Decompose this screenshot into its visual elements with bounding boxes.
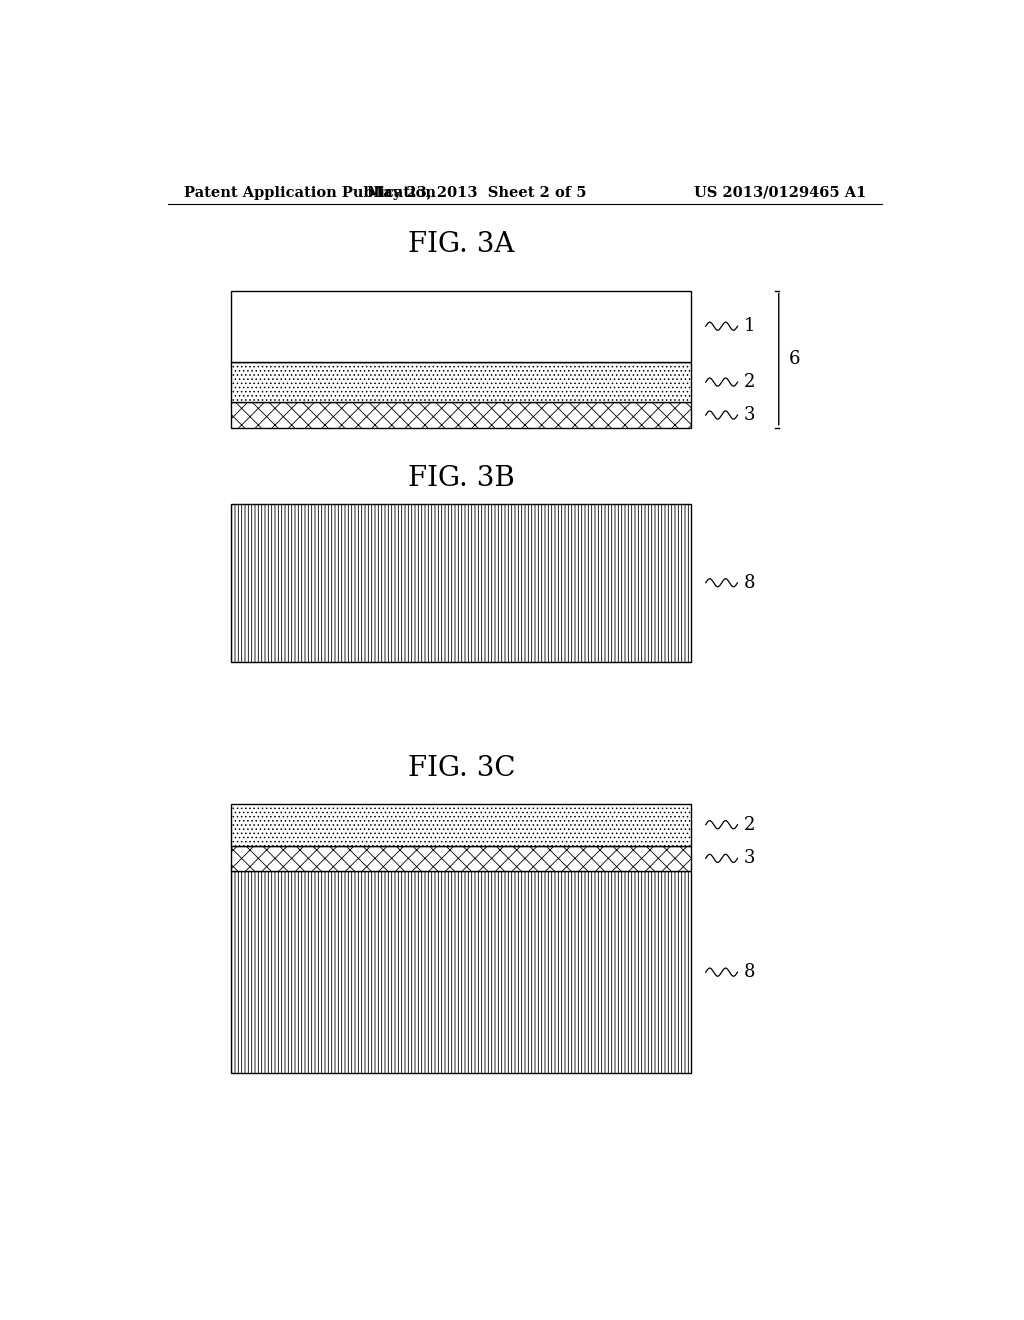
Text: 3: 3 bbox=[743, 407, 756, 424]
Text: FIG. 3B: FIG. 3B bbox=[408, 465, 515, 492]
Bar bbox=[231, 804, 691, 846]
Bar bbox=[231, 871, 691, 1073]
Text: May 23, 2013  Sheet 2 of 5: May 23, 2013 Sheet 2 of 5 bbox=[368, 186, 587, 199]
Text: FIG. 3C: FIG. 3C bbox=[408, 755, 515, 781]
Text: US 2013/0129465 A1: US 2013/0129465 A1 bbox=[693, 186, 866, 199]
Text: 1: 1 bbox=[743, 317, 756, 335]
Bar bbox=[231, 362, 691, 403]
Text: 8: 8 bbox=[743, 574, 756, 591]
Text: FIG. 3A: FIG. 3A bbox=[408, 231, 515, 259]
Text: 2: 2 bbox=[743, 816, 756, 834]
Text: Patent Application Publication: Patent Application Publication bbox=[183, 186, 435, 199]
Bar bbox=[231, 846, 691, 871]
Bar bbox=[231, 504, 691, 661]
Text: 6: 6 bbox=[788, 350, 800, 368]
Bar bbox=[231, 290, 691, 362]
Text: 8: 8 bbox=[743, 964, 756, 981]
Bar bbox=[231, 403, 691, 428]
Text: 2: 2 bbox=[743, 374, 756, 391]
Text: 3: 3 bbox=[743, 849, 756, 867]
